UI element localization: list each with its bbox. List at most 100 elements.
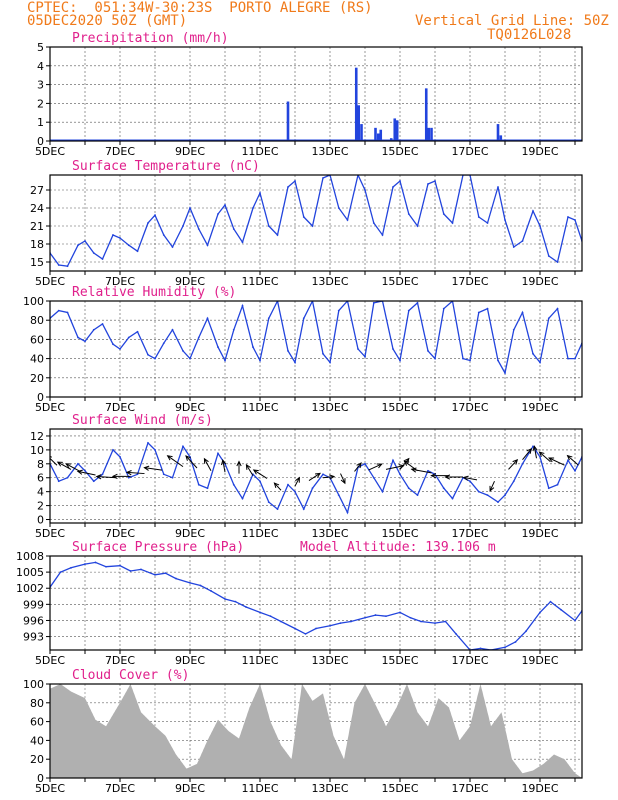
y-tick-label: 27: [30, 184, 44, 197]
pres-point: [385, 615, 387, 618]
temp-point: [416, 225, 419, 227]
rh-point: [322, 352, 324, 355]
wind-point: [206, 487, 209, 490]
wind-arrow-head: [566, 454, 573, 461]
wind-arrow: [567, 455, 579, 466]
wind-arrow: [144, 467, 163, 471]
wind-point: [66, 476, 69, 479]
temp-point: [322, 177, 324, 179]
y-tick-label: 1005: [16, 566, 44, 579]
panel-cloud: 0 20 40 60 80 100 5DEC 7DEC 9DEC 11DEC 13DEC 15DEC 1…: [23, 668, 583, 795]
header-station: CPTEC: 051:34W-30:23S PORTO ALEGRE (RS): [27, 0, 373, 16]
wind-arrow: [463, 476, 478, 481]
wind-arrow-head: [403, 460, 410, 466]
wind-arrow-head: [376, 463, 383, 469]
rh-point: [556, 307, 559, 310]
x-tick-label: 19DEC: [521, 275, 558, 288]
pres-point: [280, 620, 282, 623]
wind-point: [504, 494, 506, 497]
wind-arrow: [508, 459, 518, 470]
x-tick-label: 15DEC: [381, 527, 418, 540]
pres-point: [549, 600, 552, 603]
precip-bar: [354, 67, 358, 141]
wind-point: [547, 487, 550, 490]
wind-point: [77, 462, 79, 465]
wind-point: [57, 480, 60, 483]
x-tick-label: 11DEC: [241, 654, 278, 667]
wind-point: [112, 448, 114, 451]
x-tick-label: 9DEC: [175, 401, 205, 414]
temp-point: [574, 219, 576, 221]
wind-point: [521, 462, 524, 465]
wind-point: [427, 469, 429, 472]
precip-bar: [357, 105, 360, 141]
wind-arrow: [308, 472, 321, 481]
x-tick-label: 13DEC: [311, 145, 348, 158]
wind-arrow: [399, 458, 410, 470]
pres-point: [574, 619, 576, 622]
y-tick-label: 21: [30, 220, 44, 233]
x-tick-label: 5DEC: [35, 401, 65, 414]
x-tick-label: 17DEC: [451, 401, 488, 414]
wind-arrow-head: [166, 455, 173, 461]
wind-point: [162, 473, 165, 476]
panel-pres: 993 996 999 1002 1005 1008 5DEC 7DEC 9DEC 11DEC 13…: [16, 540, 583, 667]
y-tick-label: 20: [30, 372, 44, 385]
wind-point: [337, 494, 340, 497]
pres-point: [504, 646, 506, 649]
pres-point: [129, 570, 132, 572]
x-tick-label: 9DEC: [175, 782, 205, 795]
rh-point: [364, 355, 366, 358]
wind-arrow: [294, 477, 300, 487]
pres-point: [84, 563, 86, 565]
y-tick-label: 12: [30, 430, 44, 443]
y-tick-label: 18: [30, 238, 44, 251]
rh-point: [112, 343, 114, 346]
y-tick-label: 8: [37, 458, 44, 471]
x-tick-label: 17DEC: [451, 654, 488, 667]
temp-point: [407, 213, 410, 215]
wind-arrow-head: [245, 463, 251, 470]
temp-point: [294, 180, 296, 182]
wind-arrow: [322, 476, 335, 479]
x-tick-label: 7DEC: [105, 654, 135, 667]
y-tick-label: 80: [30, 314, 44, 327]
temp-point: [504, 219, 506, 221]
temp-point: [372, 222, 375, 224]
pres-point: [175, 577, 177, 580]
pres-point: [154, 573, 156, 576]
precip-bar: [377, 133, 380, 141]
x-tick-label: 5DEC: [35, 527, 65, 540]
wind-arrow: [126, 471, 145, 475]
y-tick-label: 60: [30, 333, 44, 346]
pres-point: [199, 584, 202, 587]
rh-point: [267, 317, 270, 320]
precip-bar: [379, 129, 383, 141]
wind-arrow: [167, 455, 184, 468]
rh-point: [427, 350, 429, 352]
y-tick-label: 24: [30, 202, 44, 215]
rh-point: [189, 357, 191, 360]
wind-arrow-head: [273, 482, 280, 489]
wind-point: [497, 501, 499, 504]
rh-point: [442, 307, 445, 310]
rh-point: [567, 357, 569, 360]
rh-point: [206, 317, 209, 320]
rh-point: [294, 361, 296, 364]
x-tick-label: 9DEC: [175, 527, 205, 540]
wind-point: [119, 455, 121, 458]
rh-point: [171, 328, 174, 331]
y-tick-label: 1002: [16, 582, 44, 595]
pres-point: [409, 616, 412, 619]
temp-point: [101, 258, 104, 260]
temp-point: [477, 216, 480, 218]
pres-point: [234, 600, 237, 603]
wind-arrow-head: [56, 461, 63, 467]
x-tick-label: 5DEC: [35, 275, 65, 288]
pres-point: [455, 632, 457, 635]
x-tick-label: 13DEC: [311, 782, 348, 795]
temp-point: [451, 222, 454, 224]
wind-arrow: [57, 461, 72, 470]
wind-point: [147, 442, 149, 444]
